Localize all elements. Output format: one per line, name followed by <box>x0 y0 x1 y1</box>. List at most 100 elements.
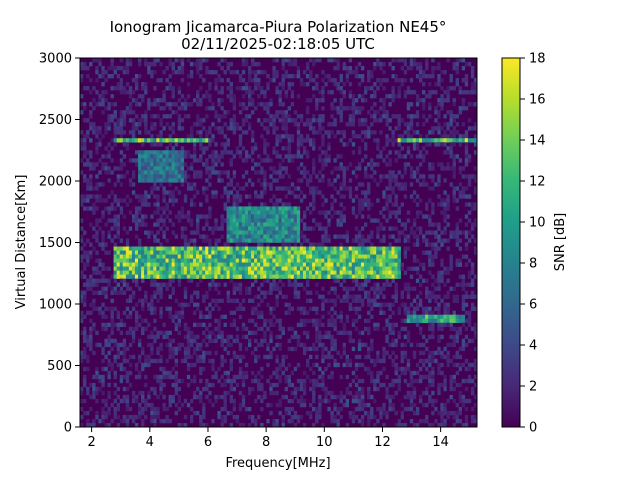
heatmap-cell <box>202 386 206 392</box>
heatmap-cell <box>205 170 209 175</box>
heatmap-cell <box>223 262 227 267</box>
heatmap-cell <box>205 194 209 199</box>
heatmap-cell <box>263 330 267 336</box>
heatmap-cell <box>351 210 356 215</box>
heatmap-cell <box>254 306 258 311</box>
heatmap-cell <box>116 246 120 251</box>
heatmap-cell <box>98 130 102 135</box>
heatmap-cell <box>269 238 273 243</box>
heatmap-cell <box>333 402 337 408</box>
heatmap-cell <box>367 186 371 191</box>
heatmap-cell <box>263 230 267 235</box>
heatmap-cell <box>357 294 362 299</box>
heatmap-cell <box>199 254 203 259</box>
heatmap-cell <box>309 262 313 267</box>
heatmap-cell <box>89 110 93 115</box>
heatmap-cell <box>275 274 279 279</box>
heatmap-cell <box>186 246 191 251</box>
heatmap-cell <box>260 282 264 287</box>
heatmap-cell <box>302 386 307 392</box>
heatmap-cell <box>354 110 359 115</box>
heatmap-cell <box>315 290 319 295</box>
heatmap-cell <box>254 374 258 380</box>
heatmap-cell <box>86 358 90 364</box>
heatmap-cell <box>101 110 105 115</box>
heatmap-cell <box>156 186 160 191</box>
heatmap-cell <box>226 190 230 195</box>
heatmap-cell <box>422 250 426 255</box>
heatmap-cell <box>388 394 392 400</box>
heatmap-cell <box>251 230 255 235</box>
heatmap-cell <box>202 322 206 328</box>
heatmap-cell <box>275 418 279 424</box>
heatmap-cell <box>241 78 246 83</box>
heatmap-cell <box>211 362 215 368</box>
heatmap-cell <box>299 414 304 420</box>
heatmap-cell <box>284 374 288 380</box>
heatmap-cell <box>138 370 142 376</box>
heatmap-cell <box>232 174 237 179</box>
heatmap-cell <box>177 270 182 275</box>
heatmap-cell <box>199 98 203 103</box>
heatmap-cell <box>287 218 292 223</box>
heatmap-cell <box>422 362 426 368</box>
heatmap-cell <box>113 406 117 412</box>
heatmap-cell <box>296 414 301 420</box>
heatmap-cell <box>330 254 334 259</box>
heatmap-cell <box>247 226 252 231</box>
heatmap-cell <box>113 122 117 127</box>
heatmap-cell <box>83 302 87 307</box>
heatmap-cell <box>177 314 182 320</box>
heatmap-cell <box>159 166 163 171</box>
heatmap-cell <box>263 206 267 211</box>
heatmap-cell <box>171 150 175 155</box>
heatmap-cell <box>208 250 212 255</box>
heatmap-cell <box>119 322 124 328</box>
heatmap-cell <box>107 102 111 107</box>
heatmap-cell <box>229 322 233 328</box>
heatmap-cell <box>275 294 279 299</box>
heatmap-cell <box>302 254 307 259</box>
heatmap-cell <box>287 146 292 151</box>
heatmap-cell <box>296 250 301 255</box>
heatmap-cell <box>296 378 301 384</box>
heatmap-cell <box>422 138 426 143</box>
heatmap-cell <box>339 354 343 360</box>
heatmap-cell <box>83 194 87 199</box>
heatmap-cell <box>357 266 362 271</box>
heatmap-cell <box>241 146 246 151</box>
heatmap-cell <box>318 338 322 344</box>
heatmap-cell <box>153 334 157 340</box>
heatmap-cell <box>128 354 133 360</box>
heatmap-cell <box>150 166 154 171</box>
heatmap-cell <box>431 66 435 71</box>
heatmap-cell <box>244 262 249 267</box>
heatmap-cell <box>409 406 414 412</box>
heatmap-cell <box>153 274 157 279</box>
heatmap-cell <box>275 198 279 203</box>
heatmap-cell <box>217 378 221 384</box>
heatmap-cell <box>128 102 133 107</box>
heatmap-cell <box>251 130 255 135</box>
heatmap-cell <box>428 106 432 111</box>
heatmap-cell <box>177 214 182 219</box>
heatmap-cell <box>217 274 221 279</box>
heatmap-plot-area <box>79 57 478 428</box>
heatmap-cell <box>174 386 179 392</box>
heatmap-cell <box>110 66 114 71</box>
heatmap-cell <box>144 194 148 199</box>
heatmap-cell <box>260 298 264 303</box>
heatmap-cell <box>281 250 285 255</box>
heatmap-cell <box>431 402 435 408</box>
heatmap-cell <box>241 298 246 303</box>
heatmap-cell <box>263 290 267 295</box>
heatmap-cell <box>174 150 179 155</box>
heatmap-cell <box>138 258 142 263</box>
heatmap-cell <box>269 254 273 259</box>
heatmap-cell <box>192 266 197 271</box>
heatmap-cell <box>299 382 304 388</box>
heatmap-cell <box>391 266 395 271</box>
heatmap-cell <box>367 266 371 271</box>
heatmap-cell <box>364 222 368 227</box>
heatmap-cell <box>199 142 203 147</box>
